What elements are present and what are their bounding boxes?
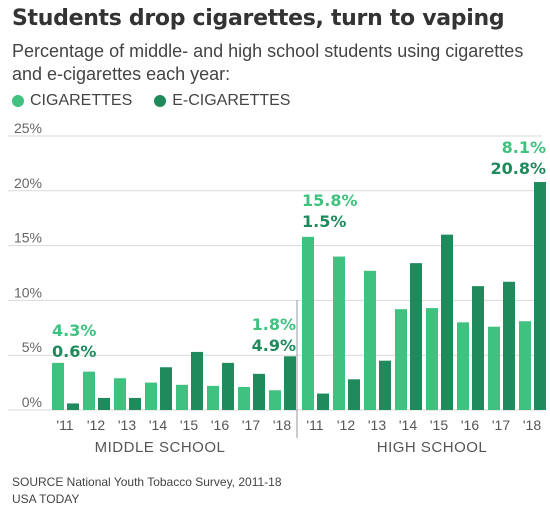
bar-ecigarettes: [379, 360, 391, 410]
x-tick-label: '11: [56, 417, 73, 433]
bar-cigarettes: [457, 322, 469, 410]
bar-cigarettes: [145, 382, 157, 410]
y-tick-label: 5%: [22, 339, 42, 355]
bar-ecigarettes: [534, 182, 546, 410]
x-tick-label: '12: [87, 417, 105, 433]
bar-cigarettes: [488, 326, 500, 410]
bar-cigarettes: [395, 309, 407, 410]
source-note: SOURCE National Youth Tobacco Survey, 20…: [12, 474, 282, 508]
bar-chart: 0% 5% 10% 15% 20% 25% '11 '12 '13 '14 '15 '16 '17 '18…: [8, 120, 546, 456]
bar-ecigarettes: [191, 351, 203, 410]
data-label-cigarettes: 15.8%: [302, 191, 358, 210]
data-label-cigarettes: 1.8%: [252, 315, 296, 334]
bar-cigarettes: [83, 371, 95, 410]
source-text: SOURCE National Youth Tobacco Survey, 20…: [12, 475, 282, 489]
x-tick-label: '18: [273, 417, 291, 433]
legend-item-cigarettes: CIGARETTES: [12, 92, 132, 110]
bar-ecigarettes: [441, 234, 453, 410]
legend-item-ecigarettes: E-CIGARETTES: [154, 92, 290, 110]
x-tick-label: '15: [180, 417, 198, 433]
group-label: HIGH SCHOOL: [377, 439, 488, 456]
x-tick-label: '17: [492, 417, 510, 433]
bar-cigarettes: [238, 386, 250, 410]
bar-ecigarettes: [317, 393, 329, 410]
legend-swatch-ecigarettes: [154, 95, 167, 107]
legend-swatch-cigarettes: [12, 95, 24, 107]
bar-ecigarettes: [348, 379, 360, 410]
bar-cigarettes: [519, 321, 531, 410]
x-tick-label: '12: [337, 417, 355, 433]
x-tick-label: '13: [368, 417, 386, 433]
x-tick-label: '17: [242, 417, 260, 433]
bar-cigarettes: [302, 236, 314, 410]
y-tick-label: 20%: [14, 175, 42, 191]
x-tick-label: '16: [461, 417, 479, 433]
bar-ecigarettes: [472, 286, 484, 410]
x-tick-label: '16: [211, 417, 229, 433]
x-tick-label: '14: [399, 417, 417, 433]
y-tick-label: 15%: [14, 230, 42, 246]
legend-label-cigarettes: CIGARETTES: [30, 92, 133, 109]
group-label: MIDDLE SCHOOL: [95, 439, 226, 456]
bar-cigarettes: [207, 385, 219, 410]
bar-ecigarettes: [222, 362, 234, 410]
chart-subtitle: Percentage of middle- and high school st…: [12, 41, 524, 84]
data-label-ecigarettes: 0.6%: [52, 342, 96, 361]
bar-ecigarettes: [410, 263, 422, 410]
y-tick-label: 25%: [14, 120, 42, 136]
bar-ecigarettes: [503, 281, 515, 410]
data-label-ecigarettes: 4.9%: [252, 336, 296, 355]
x-tick-label: '11: [306, 417, 323, 433]
bar-cigarettes: [176, 384, 188, 410]
x-tick-label: '15: [430, 417, 448, 433]
bar-ecigarettes: [284, 356, 296, 410]
x-tick-label: '13: [118, 417, 136, 433]
x-tick-label: '18: [523, 417, 541, 433]
legend-label-ecigarettes: E-CIGARETTES: [172, 92, 291, 109]
bar-cigarettes: [52, 362, 64, 410]
bar-ecigarettes: [160, 367, 172, 410]
bar-cigarettes: [426, 308, 438, 410]
bar-cigarettes: [269, 390, 281, 410]
data-label-cigarettes: 8.1%: [502, 138, 546, 157]
x-tick-label: '14: [149, 417, 167, 433]
bar-ecigarettes: [253, 373, 265, 410]
data-label-ecigarettes: 20.8%: [490, 159, 546, 178]
credit-text: USA TODAY: [12, 492, 80, 506]
bar-ecigarettes: [67, 403, 79, 410]
y-tick-label: 0%: [22, 394, 42, 410]
bar-ecigarettes: [98, 397, 110, 410]
data-label-cigarettes: 4.3%: [52, 321, 96, 340]
bar-ecigarettes: [129, 397, 141, 410]
bar-cigarettes: [114, 378, 126, 410]
bar-cigarettes: [333, 256, 345, 410]
data-label-ecigarettes: 1.5%: [302, 212, 346, 231]
chart-title: Students drop cigarettes, turn to vaping: [12, 6, 505, 31]
bar-cigarettes: [364, 270, 376, 410]
legend: CIGARETTES E-CIGARETTES: [12, 92, 312, 110]
y-tick-label: 10%: [14, 284, 42, 300]
